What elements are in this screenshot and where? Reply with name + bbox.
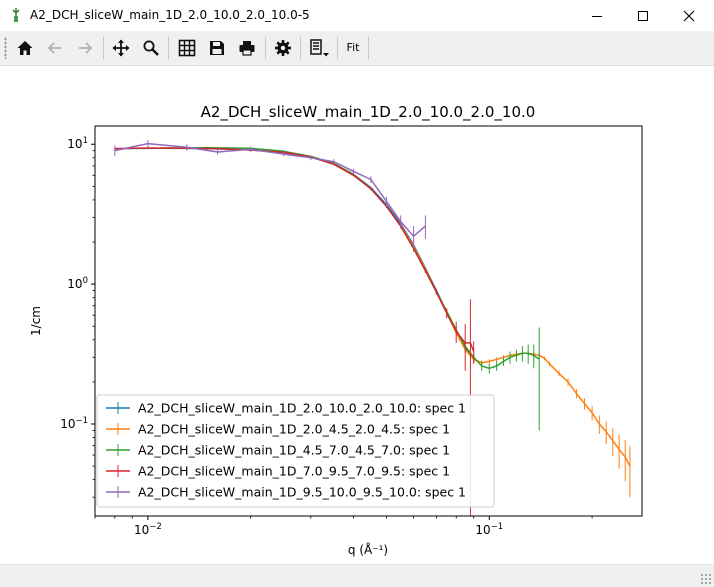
legend-item: A2_DCH_sliceW_main_1D_9.5_10.0_9.5_10.0:…	[106, 485, 466, 500]
toolbar-separator	[300, 37, 301, 59]
back-arrow-icon	[47, 42, 61, 54]
axis-ticks: 10−2 10−1 10−1 100 101	[60, 136, 593, 537]
print-icon	[239, 41, 255, 56]
status-bar	[0, 564, 714, 587]
legend-label: A2_DCH_sliceW_main_1D_7.0_9.5_7.0_9.5: s…	[138, 464, 450, 479]
legend-item: A2_DCH_sliceW_main_1D_2.0_4.5_2.0_4.5: s…	[106, 422, 450, 437]
axes-frame	[94, 125, 643, 517]
series-line	[114, 147, 475, 352]
settings-button[interactable]	[270, 35, 296, 61]
toolbar-separator	[265, 37, 266, 59]
resize-grip[interactable]	[700, 573, 712, 585]
y-axis-label: 1/cm	[29, 306, 43, 336]
mantid-app-icon	[12, 8, 20, 22]
series-5	[114, 140, 426, 249]
legend-box	[96, 394, 495, 508]
close-button[interactable]	[666, 0, 712, 31]
maximize-icon	[638, 10, 648, 21]
series-line	[114, 142, 426, 237]
pan-move-icon	[112, 39, 130, 57]
legend-item: A2_DCH_sliceW_main_1D_4.5_7.0_4.5_7.0: s…	[106, 443, 450, 458]
fit-button[interactable]: Fit	[346, 41, 360, 54]
legend-label: A2_DCH_sliceW_main_1D_4.5_7.0_4.5_7.0: s…	[138, 443, 450, 458]
x-tick-label: 10−1	[475, 522, 503, 537]
zoom-magnifier-icon	[143, 40, 159, 56]
grid-icon	[178, 39, 196, 57]
chart-title: A2_DCH_sliceW_main_1D_2.0_10.0_2.0_10.0	[201, 103, 536, 122]
toolbar-grip[interactable]	[4, 37, 7, 59]
legend-label: A2_DCH_sliceW_main_1D_9.5_10.0_9.5_10.0:…	[138, 485, 466, 500]
print-button[interactable]	[234, 35, 260, 61]
window-titlebar: A2_DCH_sliceW_main_1D_2.0_10.0_2.0_10.0-…	[0, 0, 714, 31]
legend: A2_DCH_sliceW_main_1D_2.0_10.0_2.0_10.0:…	[96, 394, 495, 508]
save-disk-icon	[210, 41, 224, 55]
legend-item: A2_DCH_sliceW_main_1D_7.0_9.5_7.0_9.5: s…	[106, 464, 450, 479]
toolbar-separator	[168, 37, 169, 59]
save-button[interactable]	[204, 35, 230, 61]
home-icon	[17, 41, 33, 55]
forward-button[interactable]	[72, 35, 98, 61]
chart-canvas[interactable]: 10−2 10−1 10−1 100 101 A2_DCH_sliceW_main_1D…	[0, 66, 714, 564]
home-button[interactable]	[12, 35, 38, 61]
y-tick-label: 10−1	[60, 416, 88, 431]
y-tick-label: 101	[67, 136, 88, 151]
forward-arrow-icon	[79, 42, 93, 54]
line-options-button[interactable]	[306, 35, 332, 61]
close-icon	[683, 10, 695, 21]
pan-button[interactable]	[108, 35, 134, 61]
gear-icon	[275, 40, 291, 56]
toolbar-separator	[368, 37, 369, 59]
legend-label: A2_DCH_sliceW_main_1D_2.0_4.5_2.0_4.5: s…	[138, 422, 450, 437]
x-axis-label: q (Å⁻¹)	[348, 542, 388, 557]
minimize-icon	[592, 15, 602, 17]
legend-item: A2_DCH_sliceW_main_1D_2.0_10.0_2.0_10.0:…	[106, 401, 466, 416]
line-options-dropdown-icon	[310, 39, 329, 57]
x-tick-label: 10−2	[134, 522, 162, 537]
minimize-button[interactable]	[574, 0, 620, 31]
toolbar-separator	[103, 37, 104, 59]
window-title: A2_DCH_sliceW_main_1D_2.0_10.0_2.0_10.0-…	[30, 8, 310, 22]
maximize-button[interactable]	[620, 0, 666, 31]
zoom-button[interactable]	[138, 35, 164, 61]
legend-label: A2_DCH_sliceW_main_1D_2.0_10.0_2.0_10.0:…	[138, 401, 466, 416]
plot-toolbar: Fit	[0, 31, 714, 66]
toolbar-separator	[337, 37, 338, 59]
back-button[interactable]	[42, 35, 68, 61]
y-tick-label: 100	[67, 276, 88, 291]
grid-button[interactable]	[174, 35, 200, 61]
